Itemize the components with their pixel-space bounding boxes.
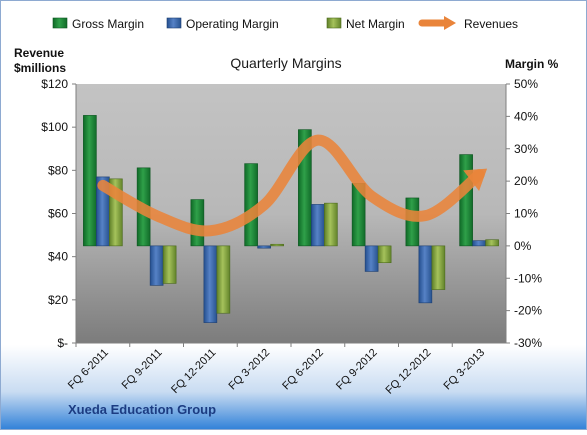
bar-operating-margin: [149, 245, 164, 286]
legend-swatch-operating-margin: [166, 17, 182, 29]
bar-gross-margin: [405, 197, 420, 247]
bar-gross-margin: [83, 115, 97, 247]
bar-operating-margin: [364, 245, 379, 272]
right-tick-label: 0%: [514, 239, 532, 253]
bar-net-margin: [216, 245, 231, 314]
right-axis-title: Margin %: [505, 57, 559, 71]
bar-net-margin: [162, 245, 177, 284]
left-tick-label: $20: [48, 293, 68, 307]
bar-net-margin: [377, 245, 392, 264]
bar-operating-margin: [257, 245, 271, 249]
legend-item: Operating Margin: [166, 17, 279, 31]
bar-gross-margin: [190, 199, 205, 247]
bar-operating-margin: [311, 204, 325, 247]
revenue-line-layer: [97, 134, 488, 237]
right-tick-label: -30%: [514, 336, 542, 350]
legend-label: Operating Margin: [186, 17, 279, 31]
bar-net-margin: [324, 202, 338, 247]
legend-item: Revenues: [418, 16, 518, 31]
bottom-band: [0, 345, 587, 430]
revenue-line: [97, 134, 485, 237]
right-tick-label: -10%: [514, 271, 542, 285]
left-tick-label: $100: [41, 120, 68, 134]
revenue-arrowhead: [463, 168, 488, 192]
legend-item: Net Margin: [326, 17, 405, 31]
legend-label: Gross Margin: [72, 17, 144, 31]
bars-layer: [83, 115, 499, 323]
bar-net-margin: [431, 245, 446, 290]
bar-net-margin: [485, 239, 499, 247]
left-tick-label: $-: [57, 336, 68, 350]
right-tick-label: 50%: [514, 77, 538, 91]
left-tick-label: $120: [41, 77, 68, 91]
right-tick-label: 20%: [514, 174, 538, 188]
legend-item: Gross Margin: [52, 17, 144, 31]
right-tick-label: 30%: [514, 142, 538, 156]
bar-gross-margin: [459, 154, 473, 247]
right-tick-label: -20%: [514, 304, 542, 318]
legend: Gross Margin Operating Margin Net Margin Re…: [52, 16, 518, 31]
left-axis-title-line1: Revenue: [14, 46, 64, 60]
legend-swatch-revenues-arrow: [444, 16, 456, 30]
bar-net-margin: [270, 243, 284, 247]
legend-swatch-net-margin: [326, 17, 342, 29]
chart-title: Quarterly Margins: [230, 55, 341, 71]
left-tick-label: $40: [48, 250, 68, 264]
right-tick-label: 40%: [514, 109, 538, 123]
bar-operating-margin: [472, 240, 486, 247]
legend-swatch-gross-margin: [52, 17, 68, 29]
bar-operating-margin: [418, 245, 433, 304]
legend-label: Net Margin: [346, 17, 405, 31]
left-axis-title-line2: $millions: [14, 61, 66, 75]
bar-operating-margin: [203, 245, 218, 323]
company-name: Xueda Education Group: [68, 402, 216, 417]
left-tick-label: $60: [48, 207, 68, 221]
left-tick-label: $80: [48, 163, 68, 177]
right-tick-label: 10%: [514, 207, 538, 221]
legend-label: Revenues: [464, 17, 518, 31]
